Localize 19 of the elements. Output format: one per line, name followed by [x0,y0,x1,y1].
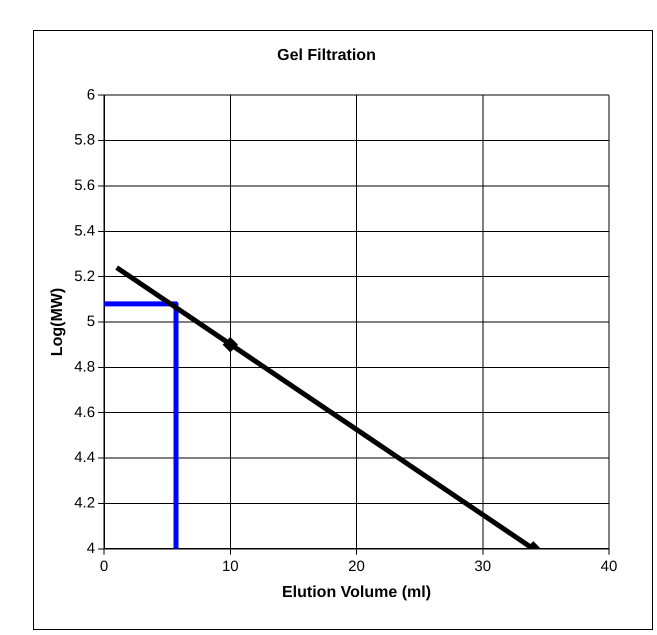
chart-title: Gel Filtration [277,47,376,64]
y-tick-label: 4.2 [74,494,96,512]
y-tick-label: 5.4 [74,222,96,240]
x-tick-label: 20 [348,558,365,575]
y-tick-label: 4.4 [74,449,96,466]
x-tick-label: 30 [474,558,492,575]
y-tick-label: 6 [86,86,96,104]
y-axis-title: Log(MW) [49,288,66,356]
y-tick-label: 5 [86,313,96,330]
x-tick-label: 10 [222,558,239,575]
x-tick-label: 0 [100,558,108,575]
y-tick-label: 5.2 [74,268,96,285]
y-tick-label: 5.6 [74,177,96,194]
x-axis-title: Elution Volume (ml) [282,584,432,601]
y-tick-label: 4.8 [74,358,96,376]
y-tick-label: 5.8 [74,132,96,149]
y-tick-label: 4 [86,540,96,557]
y-tick-label: 4.6 [74,404,96,421]
x-tick-label: 40 [600,558,618,575]
